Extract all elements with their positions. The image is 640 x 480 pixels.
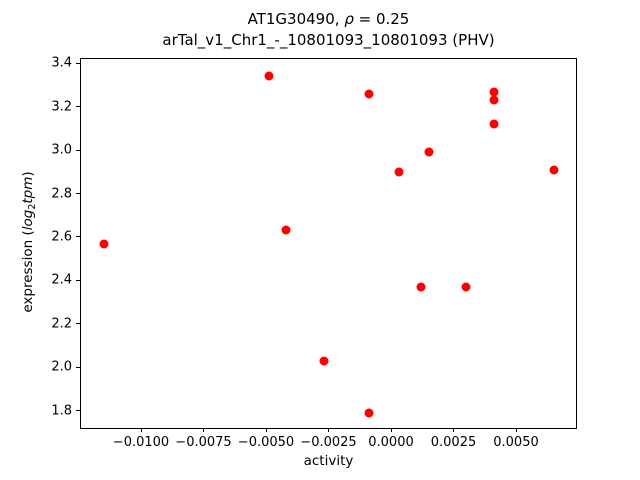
x-tick-mark bbox=[140, 428, 142, 432]
data-point bbox=[364, 89, 373, 99]
chart-title: AT1G30490, ρ = 0.25 arTal_v1_Chr1_-_1080… bbox=[80, 9, 577, 51]
x-tick-label: −0.0100 bbox=[112, 435, 170, 450]
data-point bbox=[264, 71, 273, 81]
y-tick-mark bbox=[76, 366, 80, 368]
y-axis-label: expression (log2tpm) bbox=[20, 171, 38, 312]
x-tick-mark bbox=[328, 428, 329, 432]
y-tick-label: 2.4 bbox=[51, 272, 72, 288]
x-tick-mark bbox=[265, 428, 267, 432]
data-point bbox=[489, 87, 498, 97]
y-tick-mark bbox=[76, 410, 80, 412]
x-axis-label: activity bbox=[303, 453, 354, 469]
data-point bbox=[461, 282, 471, 292]
x-tick-label: 0.0000 bbox=[368, 435, 414, 450]
y-tick-mark bbox=[76, 149, 80, 151]
x-tick-mark bbox=[453, 428, 454, 432]
data-point bbox=[416, 282, 426, 292]
x-tick-mark bbox=[515, 428, 517, 432]
data-point bbox=[549, 165, 558, 175]
y-tick-mark bbox=[76, 193, 80, 195]
plot-area: −0.0100 −0.0075 −0.0050 −0.0025 0.0000 0.0025… bbox=[51, 56, 577, 450]
y-axis-label-log: log bbox=[20, 209, 36, 231]
y-tick-mark bbox=[76, 323, 80, 325]
data-point bbox=[424, 147, 433, 157]
y-tick-label: 2.2 bbox=[51, 316, 72, 332]
data-point bbox=[99, 239, 108, 248]
chart-title-line2: arTal_v1_Chr1_-_10801093_10801093 (PHV) bbox=[162, 31, 495, 49]
y-tick-label: 3.4 bbox=[51, 55, 72, 71]
y-tick-label: 2.0 bbox=[51, 359, 72, 375]
x-tick-label: −0.0025 bbox=[300, 435, 357, 450]
y-axis-label-suffix: ) bbox=[20, 171, 36, 177]
y-tick-label: 3.2 bbox=[51, 99, 72, 115]
title-rho-value: = 0.25 bbox=[353, 10, 410, 28]
y-tick-label: 1.8 bbox=[51, 403, 72, 419]
data-point bbox=[394, 167, 403, 177]
y-tick-mark bbox=[76, 62, 80, 64]
title-gene-id: AT1G30490, bbox=[247, 10, 345, 28]
x-tick-mark bbox=[390, 428, 392, 432]
y-tick-label: 3.0 bbox=[51, 142, 72, 158]
chart-title-line1: AT1G30490, ρ = 0.25 bbox=[80, 9, 577, 30]
y-tick-mark bbox=[76, 279, 80, 281]
x-tick-label: 0.0050 bbox=[493, 435, 539, 450]
y-tick-mark bbox=[76, 106, 80, 108]
data-point bbox=[489, 95, 498, 105]
x-tick-label: 0.0025 bbox=[430, 435, 477, 450]
x-tick-mark bbox=[203, 428, 204, 432]
y-axis-label-subscript: 2 bbox=[27, 203, 38, 210]
x-tick-label: −0.0050 bbox=[237, 435, 295, 450]
data-point bbox=[281, 225, 291, 235]
x-tick-label: −0.0075 bbox=[175, 435, 232, 450]
data-point bbox=[319, 356, 328, 366]
data-point bbox=[364, 408, 373, 418]
data-point bbox=[489, 119, 498, 129]
y-tick-label: 2.6 bbox=[51, 229, 72, 245]
y-axis-label-tpm: tpm bbox=[20, 176, 36, 204]
y-tick-label: 2.8 bbox=[51, 186, 72, 202]
y-axis-label-prefix: expression ( bbox=[20, 230, 36, 313]
title-rho-symbol: ρ bbox=[344, 10, 354, 28]
y-tick-mark bbox=[76, 236, 80, 238]
